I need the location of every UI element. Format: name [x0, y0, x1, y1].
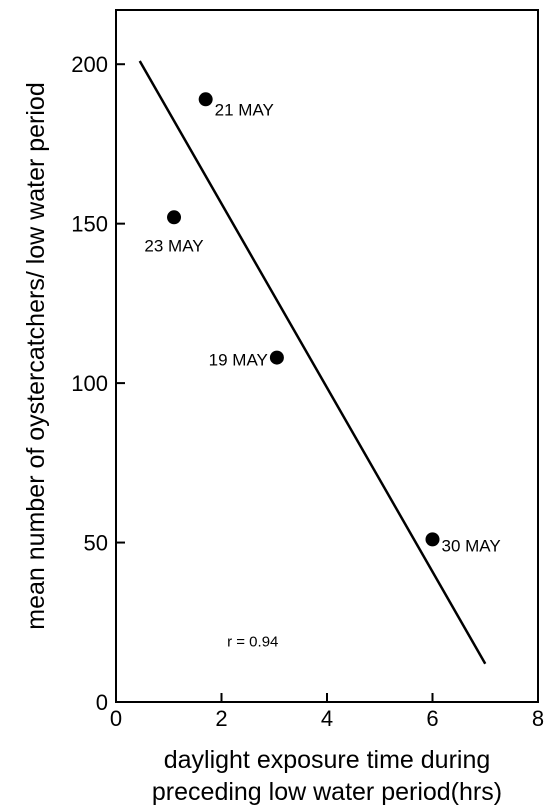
- data-point-label: 30 MAY: [442, 536, 501, 555]
- x-tick-label: 6: [426, 706, 438, 731]
- y-tick-label: 150: [71, 212, 108, 237]
- y-tick-label: 50: [84, 531, 108, 556]
- data-point: [167, 210, 182, 225]
- data-point-label: 19 MAY: [209, 351, 268, 370]
- plot-frame: [115, 9, 539, 703]
- x-tick-label: 2: [215, 706, 227, 731]
- data-marks: 21 MAY 23 MAY 19 MAY 30 MAY: [138, 60, 501, 665]
- y-tick-label: 200: [71, 52, 108, 77]
- correlation-annotation: r = 0.94: [227, 633, 278, 650]
- data-point: [425, 532, 440, 547]
- x-axis-label-line-2: preceding low water period(hrs): [152, 778, 502, 806]
- data-point: [269, 350, 284, 365]
- data-point: [198, 92, 213, 107]
- y-tick-label: 0: [96, 690, 108, 715]
- data-point-label: 23 MAY: [144, 236, 203, 255]
- y-tick-label: 100: [71, 371, 108, 396]
- x-tick-label: 8: [532, 706, 544, 731]
- x-tick-label: 4: [321, 706, 333, 731]
- x-axis-label-line-1: daylight exposure time during: [164, 746, 491, 774]
- axis-ticks: 0 2 4 6 8 0 50 100 150 200: [71, 52, 544, 731]
- x-tick-label: 0: [110, 706, 122, 731]
- y-axis-label: mean number of oystercatchers/ low water…: [22, 82, 50, 629]
- regression-line: [138, 60, 487, 665]
- data-point-label: 21 MAY: [215, 100, 274, 119]
